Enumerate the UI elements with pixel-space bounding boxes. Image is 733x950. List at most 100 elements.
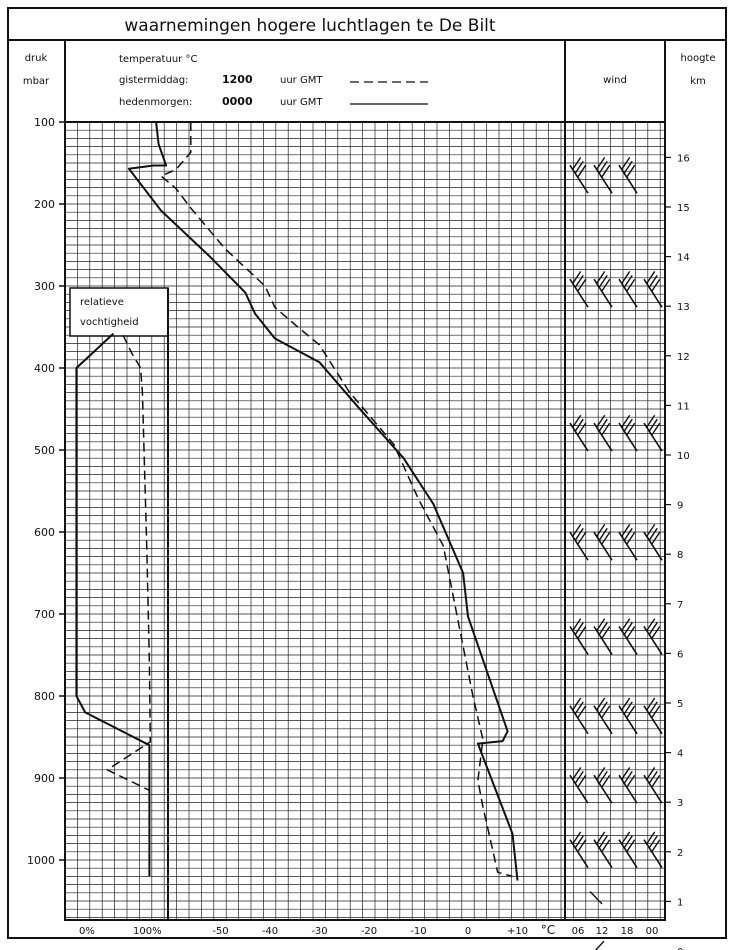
series-layer — [75, 121, 519, 881]
wind-barb-icon — [626, 839, 636, 853]
wind-barb-icon — [569, 531, 589, 561]
height-tick-label: 16 — [677, 153, 690, 164]
pressure-tick-label: 200 — [34, 198, 55, 211]
wind-barb-icon — [596, 156, 606, 170]
wind-barb-icon — [589, 890, 603, 905]
wind-barb-icon — [598, 160, 608, 174]
pressure-tick-label: 400 — [34, 362, 55, 375]
wind-barb-icon — [623, 160, 633, 174]
series-line-1 — [160, 122, 513, 878]
humidity-label-box — [69, 287, 169, 337]
height-label: hoogte — [681, 53, 716, 64]
wind-barb-icon — [574, 274, 584, 288]
wind-barb-icon — [646, 271, 656, 284]
wind-barb-icon — [601, 164, 611, 178]
series-line-0 — [127, 121, 519, 881]
wind-barb-icon — [643, 531, 663, 561]
wind-barb-icon — [646, 697, 656, 711]
height-tick-label: 12 — [677, 352, 690, 363]
wind-barb-icon — [651, 278, 661, 292]
outer-frame — [7, 7, 727, 939]
wind-barb-icon — [574, 770, 584, 784]
wind-barb-icon — [593, 164, 613, 194]
wind-barb-icon — [626, 422, 636, 436]
wind-barb-icon — [626, 626, 636, 639]
line2-unit: uur GMT — [280, 97, 323, 108]
wind-barb-icon — [648, 701, 658, 715]
temperature-tick-label: -30 — [311, 926, 327, 937]
wind-barb-icon — [574, 527, 584, 541]
pressure-tick-label: 300 — [34, 280, 55, 293]
wind-barb-icon — [569, 422, 589, 452]
temperature-tick-label: -40 — [262, 926, 278, 937]
humidity-tick-100: 100% — [133, 926, 162, 937]
wind-barb-icon — [621, 697, 631, 711]
wind-barb-icon — [601, 531, 611, 545]
wind-barb-icon — [577, 705, 587, 719]
wind-barb-icon — [598, 770, 608, 784]
pressure-label: druk — [25, 53, 48, 64]
humidity-tick-0: 0% — [79, 926, 95, 937]
wind-barb-icon — [648, 418, 658, 432]
temperature-tick-label: -50 — [212, 926, 228, 937]
height-tick-label: 9 — [677, 501, 683, 512]
pressure-tick-label: 100 — [34, 116, 55, 129]
height-tick-label: 4 — [677, 749, 683, 760]
line2-label: hedenmorgen: — [119, 97, 192, 108]
wind-barb-icon — [623, 622, 633, 635]
height-tick-label: 14 — [677, 253, 690, 264]
wind-barb-icon — [618, 705, 638, 735]
wind-barb-icon — [621, 524, 631, 537]
wind-barb-icon — [569, 278, 589, 308]
pressure-tick-label: 1000 — [27, 854, 55, 867]
height-tick-label: 3 — [677, 798, 683, 809]
wind-barb-icon — [621, 156, 631, 170]
wind-barb-icon — [643, 626, 663, 655]
wind-barb-icon — [618, 774, 638, 804]
wind-barb-icon — [569, 839, 589, 869]
wind-barb-icon — [569, 774, 589, 804]
wind-barb-icon — [596, 271, 606, 284]
wind-barb-icon — [646, 767, 656, 780]
height-tick-label: 10 — [677, 451, 690, 462]
series-line-2 — [75, 332, 151, 877]
height-tick-label: 8 — [677, 550, 683, 561]
wind-barb-icon — [621, 414, 631, 428]
temperature-tick-label: +10 — [507, 926, 528, 937]
wind-barb-icon — [577, 278, 587, 292]
pressure-tick-label: 600 — [34, 526, 55, 539]
wind-barb-icon — [651, 422, 661, 436]
wind-barb-icon — [593, 531, 613, 561]
wind-barb-icon — [572, 271, 582, 284]
height-tick-label: 13 — [677, 302, 690, 313]
wind-barb-icon — [626, 531, 636, 545]
wind-barbs — [569, 156, 663, 950]
wind-barb-icon — [646, 414, 656, 428]
pressure-tick-label: 800 — [34, 690, 55, 703]
wind-barb-icon — [643, 705, 663, 735]
temperature-heading: temperatuur °C — [119, 54, 197, 65]
wind-barb-icon — [593, 774, 613, 804]
wind-barb-icon — [577, 164, 587, 178]
height-tick-label: 7 — [677, 600, 683, 611]
wind-barb-icon — [601, 422, 611, 436]
height-unit: km — [690, 76, 706, 87]
wind-barb-icon — [601, 774, 611, 788]
temperature-unit: °C — [541, 923, 555, 937]
wind-barb-icon — [593, 839, 613, 869]
wind-barb-icon — [572, 618, 582, 632]
wind-barb-icon — [623, 701, 633, 715]
wind-label: wind — [603, 75, 627, 86]
wind-barb-icon — [621, 271, 631, 284]
wind-barb-icon — [596, 767, 606, 780]
wind-barb-icon — [618, 422, 638, 452]
wind-barb-icon — [618, 531, 638, 561]
wind-barb-icon — [598, 835, 608, 849]
temperature-tick-label: -20 — [361, 926, 377, 937]
wind-barb-icon — [623, 770, 633, 784]
chart-title: waarnemingen hogere luchtlagen te De Bil… — [124, 16, 495, 36]
wind-barb-icon — [623, 418, 633, 432]
wind-barb-icon — [596, 524, 606, 537]
wind-barb-icon — [623, 835, 633, 849]
wind-barb-icon — [596, 831, 606, 845]
